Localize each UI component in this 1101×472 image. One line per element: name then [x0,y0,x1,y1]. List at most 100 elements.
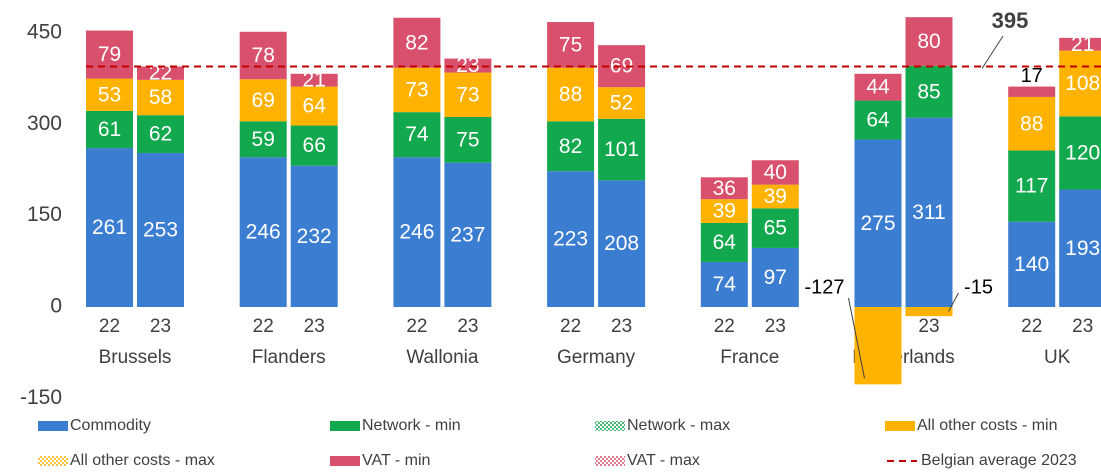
legend-label: Belgian average 2023 [921,452,1077,469]
bar-segment [86,148,133,307]
bar-segment [393,112,441,158]
x-tick-label: 22 [714,316,735,337]
data-label: 223 [553,228,588,251]
data-label: 65 [764,217,787,240]
x-tick-label: 23 [918,316,939,337]
data-label: 88 [559,83,582,106]
data-label: 208 [604,232,639,255]
y-tick-label: 450 [27,21,62,44]
data-label: -127 [804,276,844,298]
data-label: 275 [860,212,895,235]
x-tick-label: 22 [560,316,581,337]
bar-segment [137,152,184,307]
data-label: 246 [246,221,281,244]
bar-segment [751,160,799,185]
bar-segment [547,67,595,122]
bar-segment [700,261,748,307]
legend-swatch [595,421,625,431]
bar-segment [905,117,953,307]
data-label: 69 [252,89,275,112]
bar-segment [137,66,184,80]
bar-segment [598,180,646,307]
group-label: France [720,347,779,368]
legend-label: All other costs - max [70,452,215,469]
data-label: 64 [303,95,327,118]
bar-segment [700,222,748,262]
data-label: 39 [713,200,736,223]
data-label: 108 [1065,72,1100,95]
bar-segment [86,110,133,149]
bar-segment [1008,86,1056,97]
bar-segment [751,247,799,307]
x-tick-label: 23 [765,316,786,337]
legend-swatch [885,421,915,431]
data-label: 193 [1065,237,1100,260]
data-label: 75 [456,128,479,151]
bar-segment [547,171,595,307]
bar-segment [751,184,799,209]
bar-segment [1059,116,1101,190]
data-label: 253 [143,219,178,242]
group-label: Germany [557,347,636,368]
bar-segment [393,17,441,68]
x-tick-label: 22 [99,316,120,337]
group-label: Flanders [252,347,326,368]
leader-line [948,292,959,312]
data-label: 73 [405,78,428,101]
data-label: 80 [917,30,940,53]
bar-segment [854,73,902,101]
data-label: 79 [98,43,121,66]
legend-label: Network - max [627,417,730,434]
bar-segment [905,17,953,66]
leader-line [981,35,1004,69]
bar-segment [444,117,492,163]
bar-segment [1008,221,1056,307]
bar-segment [854,307,902,385]
data-label: 66 [303,134,326,157]
data-label: 44 [866,76,890,99]
legend-swatch [595,456,625,466]
legend-label: All other costs - min [917,417,1057,434]
group-label: UK [1044,347,1071,368]
data-label: 59 [252,128,275,151]
data-label: 101 [604,138,639,161]
y-tick-label: 150 [27,203,62,226]
legend-swatch [330,421,360,431]
data-label: -15 [964,276,993,298]
bar-segment [547,121,595,172]
x-tick-label: 23 [304,316,325,337]
data-label: 82 [405,31,428,54]
average-label: 395 [992,8,1029,33]
data-label: 246 [399,221,434,244]
legend-label: Commodity [70,417,151,434]
bar-segment [137,79,184,116]
bar-segment [290,86,338,126]
bar-segment [393,67,441,113]
bar-segment [547,22,595,68]
bar-segment [598,87,646,119]
data-label: 120 [1065,141,1100,164]
data-label: 73 [456,83,479,106]
bar-segment [1059,37,1101,51]
group-label: Brussels [99,347,172,368]
bar-segment [1059,50,1101,117]
bar-segment [1059,189,1101,307]
x-tick-label: 22 [253,316,274,337]
data-label: 261 [92,216,127,239]
bar-segment [700,199,748,223]
bar-segment [239,121,287,158]
group-label: Wallonia [406,347,479,368]
bar-segment [86,78,133,111]
legend-swatch [38,421,68,431]
data-label: 64 [866,109,890,132]
legend-label: VAT - max [627,452,700,469]
data-label: 232 [297,225,332,248]
legend-swatch [38,456,68,466]
data-label: 237 [450,223,485,246]
bar-segment [751,208,799,248]
data-label: 53 [98,83,121,106]
bar-segment [290,125,338,166]
bar-segment [854,139,902,307]
data-label: 69 [610,55,633,78]
